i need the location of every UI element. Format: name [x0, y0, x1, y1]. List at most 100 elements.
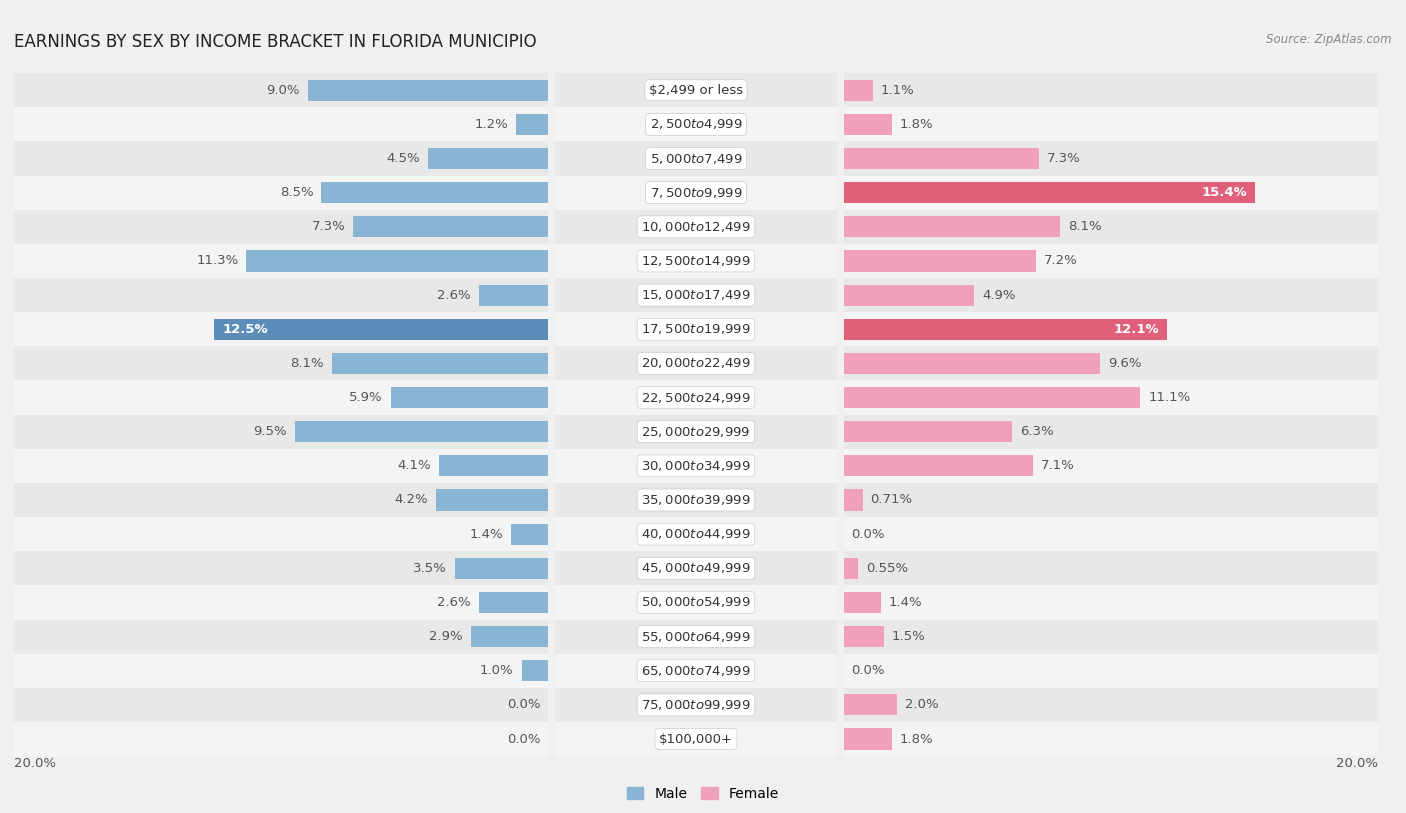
- Text: 1.8%: 1.8%: [900, 118, 934, 131]
- Bar: [844, 319, 1167, 340]
- Bar: [353, 216, 548, 237]
- Bar: [0, 244, 1406, 278]
- Text: 2.0%: 2.0%: [905, 698, 939, 711]
- Text: 4.9%: 4.9%: [983, 289, 1017, 302]
- Text: 4.2%: 4.2%: [395, 493, 429, 506]
- Text: $75,000 to $99,999: $75,000 to $99,999: [641, 698, 751, 712]
- Bar: [510, 524, 548, 545]
- Bar: [295, 421, 548, 442]
- Bar: [0, 483, 1406, 517]
- Bar: [844, 592, 882, 613]
- Bar: [0, 551, 1406, 585]
- Bar: [0, 73, 1406, 107]
- Bar: [844, 421, 1012, 442]
- Text: Source: ZipAtlas.com: Source: ZipAtlas.com: [1267, 33, 1392, 46]
- Bar: [0, 620, 1406, 654]
- Text: 1.8%: 1.8%: [900, 733, 934, 746]
- Bar: [0, 585, 1406, 620]
- Bar: [439, 455, 548, 476]
- Text: 0.0%: 0.0%: [852, 664, 886, 677]
- Text: $17,500 to $19,999: $17,500 to $19,999: [641, 322, 751, 337]
- Bar: [479, 285, 548, 306]
- Text: 9.5%: 9.5%: [253, 425, 287, 438]
- Text: $5,000 to $7,499: $5,000 to $7,499: [650, 151, 742, 166]
- Bar: [0, 346, 1406, 380]
- Bar: [0, 176, 1406, 210]
- Bar: [215, 319, 548, 340]
- Text: $2,499 or less: $2,499 or less: [650, 84, 742, 97]
- Bar: [246, 250, 548, 272]
- Bar: [0, 585, 1406, 620]
- Bar: [844, 182, 1256, 203]
- Text: 2.9%: 2.9%: [429, 630, 463, 643]
- Bar: [0, 141, 1406, 176]
- Bar: [844, 353, 1099, 374]
- Text: EARNINGS BY SEX BY INCOME BRACKET IN FLORIDA MUNICIPIO: EARNINGS BY SEX BY INCOME BRACKET IN FLO…: [14, 33, 537, 50]
- Text: 20.0%: 20.0%: [1336, 757, 1378, 770]
- Text: 1.5%: 1.5%: [891, 630, 925, 643]
- Bar: [844, 694, 897, 715]
- Bar: [0, 107, 1406, 141]
- Text: 2.6%: 2.6%: [437, 596, 471, 609]
- Legend: Male, Female: Male, Female: [621, 781, 785, 806]
- Bar: [0, 278, 1406, 312]
- Bar: [0, 620, 1406, 654]
- Bar: [0, 73, 1406, 107]
- Bar: [844, 728, 891, 750]
- Bar: [0, 380, 1406, 415]
- Bar: [0, 312, 1406, 346]
- Text: $30,000 to $34,999: $30,000 to $34,999: [641, 459, 751, 473]
- Text: $25,000 to $29,999: $25,000 to $29,999: [641, 424, 751, 439]
- Bar: [0, 415, 1406, 449]
- Text: 1.2%: 1.2%: [474, 118, 509, 131]
- Text: 8.1%: 8.1%: [1069, 220, 1102, 233]
- Bar: [0, 517, 1406, 551]
- Bar: [0, 244, 1406, 278]
- Bar: [0, 107, 1406, 141]
- Bar: [0, 73, 1406, 107]
- Bar: [0, 654, 1406, 688]
- Bar: [0, 278, 1406, 312]
- Bar: [844, 114, 891, 135]
- Bar: [0, 517, 1406, 551]
- Text: 6.3%: 6.3%: [1019, 425, 1053, 438]
- Text: 7.3%: 7.3%: [312, 220, 346, 233]
- Bar: [0, 380, 1406, 415]
- Bar: [391, 387, 548, 408]
- Text: 11.3%: 11.3%: [197, 254, 239, 267]
- Text: 2.6%: 2.6%: [437, 289, 471, 302]
- Bar: [844, 626, 884, 647]
- Text: 20.0%: 20.0%: [14, 757, 56, 770]
- Bar: [0, 141, 1406, 176]
- Bar: [0, 688, 1406, 722]
- Bar: [516, 114, 548, 135]
- Text: 8.1%: 8.1%: [290, 357, 323, 370]
- Bar: [0, 210, 1406, 244]
- Bar: [0, 688, 1406, 722]
- Text: 8.5%: 8.5%: [280, 186, 314, 199]
- Bar: [0, 346, 1406, 380]
- Text: 7.3%: 7.3%: [1046, 152, 1080, 165]
- Bar: [0, 654, 1406, 688]
- Text: 15.4%: 15.4%: [1201, 186, 1247, 199]
- Bar: [0, 654, 1406, 688]
- Bar: [322, 182, 548, 203]
- Text: $35,000 to $39,999: $35,000 to $39,999: [641, 493, 751, 507]
- Bar: [844, 455, 1033, 476]
- Bar: [332, 353, 548, 374]
- Bar: [0, 415, 1406, 449]
- Bar: [0, 483, 1406, 517]
- Text: 12.1%: 12.1%: [1114, 323, 1159, 336]
- Bar: [308, 80, 548, 101]
- Bar: [456, 558, 548, 579]
- Bar: [844, 80, 873, 101]
- Bar: [0, 176, 1406, 210]
- Text: 9.0%: 9.0%: [266, 84, 299, 97]
- Bar: [844, 489, 862, 511]
- Bar: [0, 210, 1406, 244]
- Bar: [522, 660, 548, 681]
- Text: $12,500 to $14,999: $12,500 to $14,999: [641, 254, 751, 268]
- Text: 12.5%: 12.5%: [222, 323, 269, 336]
- Text: $2,500 to $4,999: $2,500 to $4,999: [650, 117, 742, 132]
- Bar: [0, 620, 1406, 654]
